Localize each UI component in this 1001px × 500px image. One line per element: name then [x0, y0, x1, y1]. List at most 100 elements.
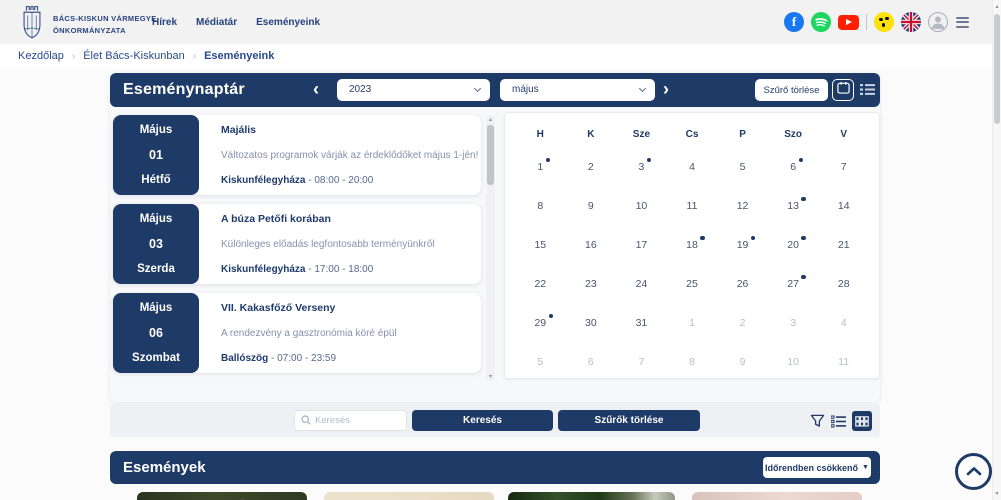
calendar-day[interactable]: 21	[818, 225, 869, 264]
calendar-day-number: 25	[686, 277, 698, 290]
calendar-day[interactable]: 15	[515, 225, 566, 264]
calendar-day[interactable]: 26	[717, 264, 768, 303]
search-button[interactable]: Keresés	[412, 410, 553, 431]
calendar-day: 5	[515, 342, 566, 381]
calendar-day[interactable]: 12	[717, 186, 768, 225]
calendar-day[interactable]: 11	[667, 186, 718, 225]
nav-item-mediatar[interactable]: Médiatár	[196, 16, 238, 28]
youtube-icon[interactable]	[838, 14, 859, 30]
calendar-day[interactable]: 29	[515, 303, 566, 342]
year-select[interactable]: 2023	[337, 79, 490, 101]
search-input[interactable]	[315, 415, 395, 426]
calendar-day[interactable]: 18	[667, 225, 718, 264]
event-card[interactable]: Május 01 Hétfő Majális Változatos programok …	[113, 115, 481, 195]
scrollbar-up-icon[interactable]: ▴	[995, 4, 999, 10]
calendar-view-button[interactable]	[832, 79, 854, 101]
next-month-icon[interactable]: ›	[663, 79, 669, 99]
event-thumbnail[interactable]	[324, 492, 494, 500]
scroll-to-top-button[interactable]	[955, 453, 992, 490]
calendar-day[interactable]: 31	[616, 303, 667, 342]
calendar-day[interactable]: 23	[566, 264, 617, 303]
scrollbar-down-icon[interactable]: ▾	[995, 491, 999, 497]
event-location-time: Ballószög - 07:00 - 23:59	[221, 353, 473, 364]
event-thumbnail[interactable]	[508, 492, 675, 500]
event-card[interactable]: Május 06 Szombat VII. Kakasfőző Verseny A re…	[113, 293, 481, 373]
breadcrumb-item-eletbacskiskunban[interactable]: Élet Bács-Kiskunban	[83, 50, 185, 62]
calendar-day[interactable]: 16	[566, 225, 617, 264]
calendar-day[interactable]: 5	[717, 147, 768, 186]
calendar-day[interactable]: 3	[616, 147, 667, 186]
calendar-day-number: 2	[587, 160, 594, 173]
event-dot-indicator	[801, 235, 806, 240]
calendar-day-number: 15	[534, 238, 547, 251]
previous-month-icon[interactable]: ‹	[313, 79, 319, 99]
calendar-day-number: 8	[689, 355, 695, 368]
breadcrumb-separator: ›	[71, 50, 76, 62]
logo[interactable]: BÁCS-KISKUN VÁRMEGYE ÖNKORMÁNYZATA	[18, 4, 157, 45]
month-select[interactable]: május	[500, 79, 655, 101]
calendar-day-number: 7	[840, 160, 847, 173]
sort-order-button[interactable]: Időrendben csökkenő ▼	[763, 457, 871, 478]
calendar-day[interactable]: 27	[768, 264, 819, 303]
calendar-day[interactable]: 25	[667, 264, 718, 303]
list-view-button[interactable]	[860, 83, 875, 101]
nav-item-hirek[interactable]: Hírek	[152, 16, 178, 28]
grid-view-icon[interactable]	[852, 411, 872, 431]
search-field[interactable]	[294, 410, 407, 431]
event-weekday: Szerda	[137, 263, 175, 275]
page-scrollbar[interactable]: ▴ ▾	[992, 0, 1001, 500]
calendar-day[interactable]: 28	[818, 264, 869, 303]
uk-flag-language-icon[interactable]	[901, 12, 921, 32]
filter-funnel-icon[interactable]	[810, 414, 825, 428]
calendar-day[interactable]: 13	[768, 186, 819, 225]
menu-icon[interactable]	[955, 14, 970, 31]
spotify-icon[interactable]	[811, 12, 831, 32]
list-view-icon[interactable]	[831, 415, 846, 428]
profile-icon[interactable]	[928, 12, 948, 32]
icon-separator	[866, 14, 867, 30]
calendar-day-number: 3	[639, 157, 652, 173]
event-list-scrollbar[interactable]: ▴ ▾	[486, 115, 495, 381]
calendar-day[interactable]: 9	[566, 186, 617, 225]
weekday-label: V	[840, 128, 848, 140]
calendar-day[interactable]: 20	[768, 225, 819, 264]
event-date-block: Május 03 Szerda	[113, 204, 199, 284]
calendar-day-number: 10	[635, 199, 648, 212]
calendar-day[interactable]: 4	[667, 147, 718, 186]
calendar-day[interactable]: 19	[717, 225, 768, 264]
facebook-icon[interactable]: f	[784, 12, 804, 32]
calendar-day[interactable]: 10	[616, 186, 667, 225]
clear-filter-button[interactable]: Szűrő törlése	[755, 79, 828, 101]
event-time: - 17:00 - 18:00	[305, 264, 374, 275]
event-thumbnail[interactable]	[137, 492, 307, 500]
calendar-day[interactable]: 22	[515, 264, 566, 303]
calendar-day[interactable]: 24	[616, 264, 667, 303]
calendar-header-bar: Eseménynaptár ‹ 2023 május › Szűrő törlé…	[110, 73, 880, 107]
event-location-time: Kiskunfélegyháza - 08:00 - 20:00	[221, 175, 473, 186]
nav-item-esemenyeink[interactable]: Eseményeink	[256, 16, 321, 28]
accessibility-icon[interactable]	[874, 12, 894, 32]
caret-down-icon: ▼	[862, 464, 869, 471]
calendar-day[interactable]: 6	[768, 147, 819, 186]
clear-filters-button[interactable]: Szűrők törlése	[558, 410, 700, 431]
event-dot-indicator	[801, 196, 806, 201]
event-card[interactable]: Május 03 Szerda A búza Petőfi korában Különl…	[113, 204, 481, 284]
scrollbar-down-icon[interactable]: ▾	[488, 374, 492, 380]
scrollbar-thumb[interactable]	[487, 125, 494, 185]
calendar-day[interactable]: 2	[566, 147, 617, 186]
calendar-day[interactable]: 1	[515, 147, 566, 186]
calendar-day[interactable]: 7	[818, 147, 869, 186]
month-calendar: H K Sze Cs P Szo V 1 2 3 4 5 6 7 8 9 10 11 12 13 14 15 16 17 18…	[504, 112, 880, 379]
breadcrumb-item-kezdolap[interactable]: Kezdőlap	[18, 50, 64, 62]
event-month: Május	[139, 213, 173, 225]
event-thumbnail[interactable]	[692, 492, 862, 500]
calendar-day-number: 3	[790, 316, 797, 329]
calendar-day-number: 6	[790, 157, 804, 173]
scrollbar-up-icon[interactable]: ▴	[488, 117, 492, 123]
calendar-day[interactable]: 30	[566, 303, 617, 342]
event-body: A búza Petőfi korában Különleges előadás …	[199, 204, 481, 284]
calendar-day[interactable]: 8	[515, 186, 566, 225]
scrollbar-thumb[interactable]	[994, 14, 1000, 124]
calendar-day[interactable]: 17	[616, 225, 667, 264]
calendar-day[interactable]: 14	[818, 186, 869, 225]
